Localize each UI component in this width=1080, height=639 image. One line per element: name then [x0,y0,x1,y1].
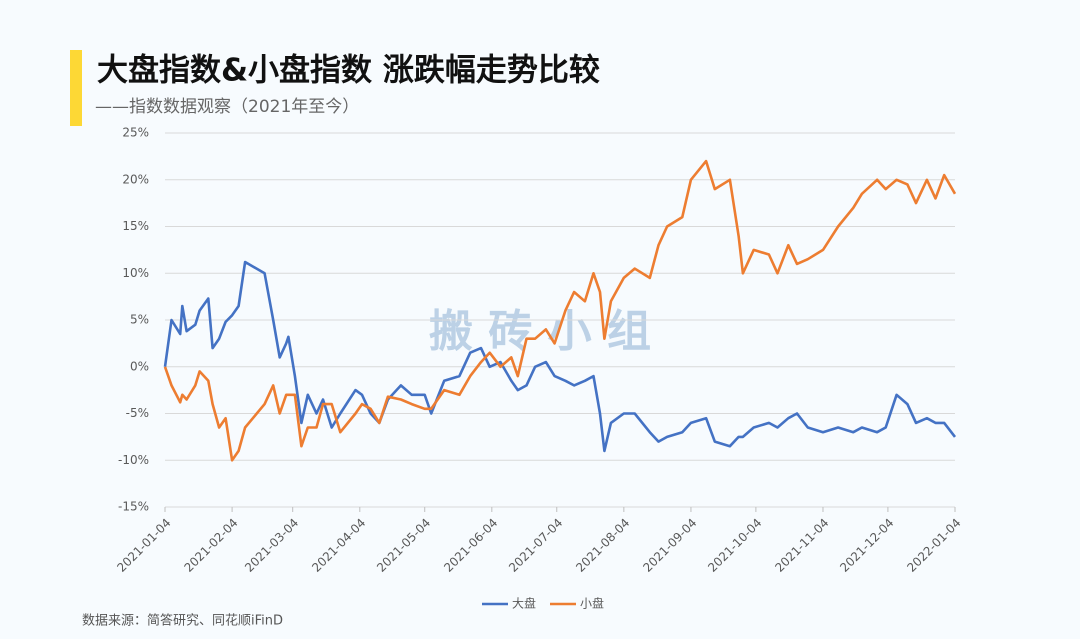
legend-label: 大盘 [512,596,536,611]
y-tick-label: 10% [122,266,149,280]
title-accent [70,50,82,126]
x-tick-label: 2021-02-04 [181,516,240,575]
x-tick-label: 2022-01-04 [904,516,963,575]
legend-label: 小盘 [580,596,604,611]
x-tick-label: 2021-10-04 [705,516,764,575]
x-tick-label: 2021-03-04 [242,516,301,575]
x-tick-label: 2021-04-04 [309,516,368,575]
x-tick-label: 2021-06-04 [441,516,500,575]
chart-title: 大盘指数&小盘指数 涨跌幅走势比较 [97,53,600,89]
x-tick-label: 2021-09-04 [640,516,699,575]
y-tick-label: 25% [122,126,149,140]
y-tick-label: 5% [130,313,149,327]
x-tick-label: 2021-11-04 [772,516,831,575]
x-tick-label: 2021-08-04 [573,516,632,575]
source: 数据来源：简答研究、同花顺iFinD [82,613,283,629]
x-tick-label: 2021-12-04 [837,516,896,575]
y-tick-label: 20% [122,172,149,186]
x-tick-label: 2021-07-04 [506,516,565,575]
y-tick-label: -15% [118,500,149,514]
series-line [163,159,957,462]
series-line [163,260,957,453]
y-tick-label: 15% [122,219,149,233]
chart-subtitle: ——指数数据观察（2021年至今） [95,97,359,117]
y-tick-label: 0% [130,359,149,373]
y-tick-label: -5% [126,406,149,420]
x-tick-label: 2021-01-04 [114,516,173,575]
y-tick-label: -10% [118,453,149,467]
x-tick-label: 2021-05-04 [374,516,433,575]
watermark: 搬 砖 小 组 [429,306,651,357]
